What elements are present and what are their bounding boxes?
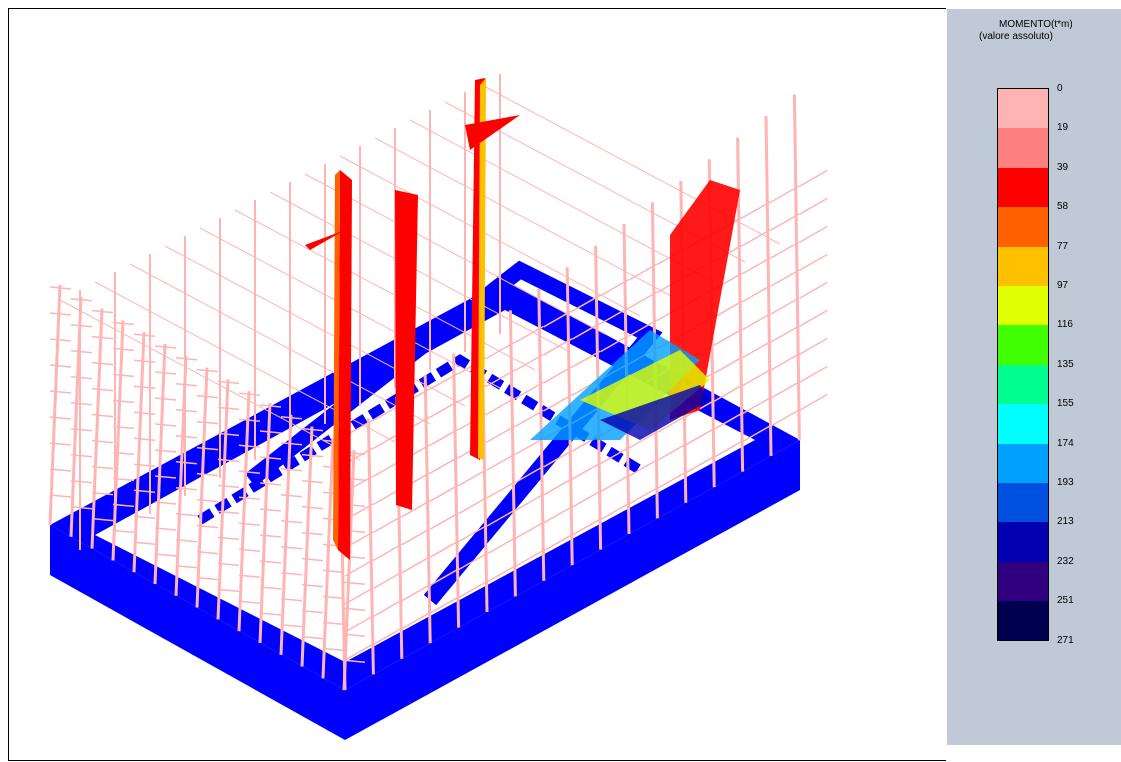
legend-label: 213: [1057, 516, 1074, 527]
legend-label: 232: [1057, 556, 1074, 567]
color-band: [998, 444, 1048, 483]
color-band: [998, 168, 1048, 207]
legend-label: 19: [1057, 122, 1068, 133]
legend-label: 155: [1057, 398, 1074, 409]
color-band: [998, 404, 1048, 443]
moment-strip: [338, 170, 352, 560]
color-band: [998, 365, 1048, 404]
color-band: [998, 207, 1048, 246]
color-band: [998, 286, 1048, 325]
color-band: [998, 601, 1048, 640]
legend-label: 135: [1057, 359, 1074, 370]
legend-label: 0: [1057, 83, 1063, 94]
color-band: [998, 522, 1048, 561]
color-band: [998, 128, 1048, 167]
app-window: MOMENTO(t*m) (valore assoluto) 0 19 39 58 77…: [0, 0, 1121, 762]
legend-label: 271: [1057, 635, 1074, 646]
legend-subtitle: (valore assoluto): [979, 31, 1053, 42]
color-band: [998, 562, 1048, 601]
legend-label: 116: [1057, 319, 1073, 330]
legend-label: 77: [1057, 241, 1068, 252]
color-band: [998, 325, 1048, 364]
legend-title: MOMENTO(t*m): [999, 19, 1073, 30]
legend-panel: MOMENTO(t*m) (valore assoluto) 0 19 39 58 77…: [947, 9, 1121, 745]
legend-label: 97: [1057, 280, 1068, 291]
color-band: [998, 89, 1048, 128]
legend-label: 39: [1057, 162, 1068, 173]
legend-label: 251: [1057, 595, 1074, 606]
color-band: [998, 483, 1048, 522]
color-band: [998, 247, 1048, 286]
legend-label: 174: [1057, 438, 1074, 449]
model-view: [0, 0, 946, 762]
legend-label: 193: [1057, 477, 1074, 488]
legend-label: 58: [1057, 201, 1068, 212]
color-scale: [997, 88, 1049, 641]
